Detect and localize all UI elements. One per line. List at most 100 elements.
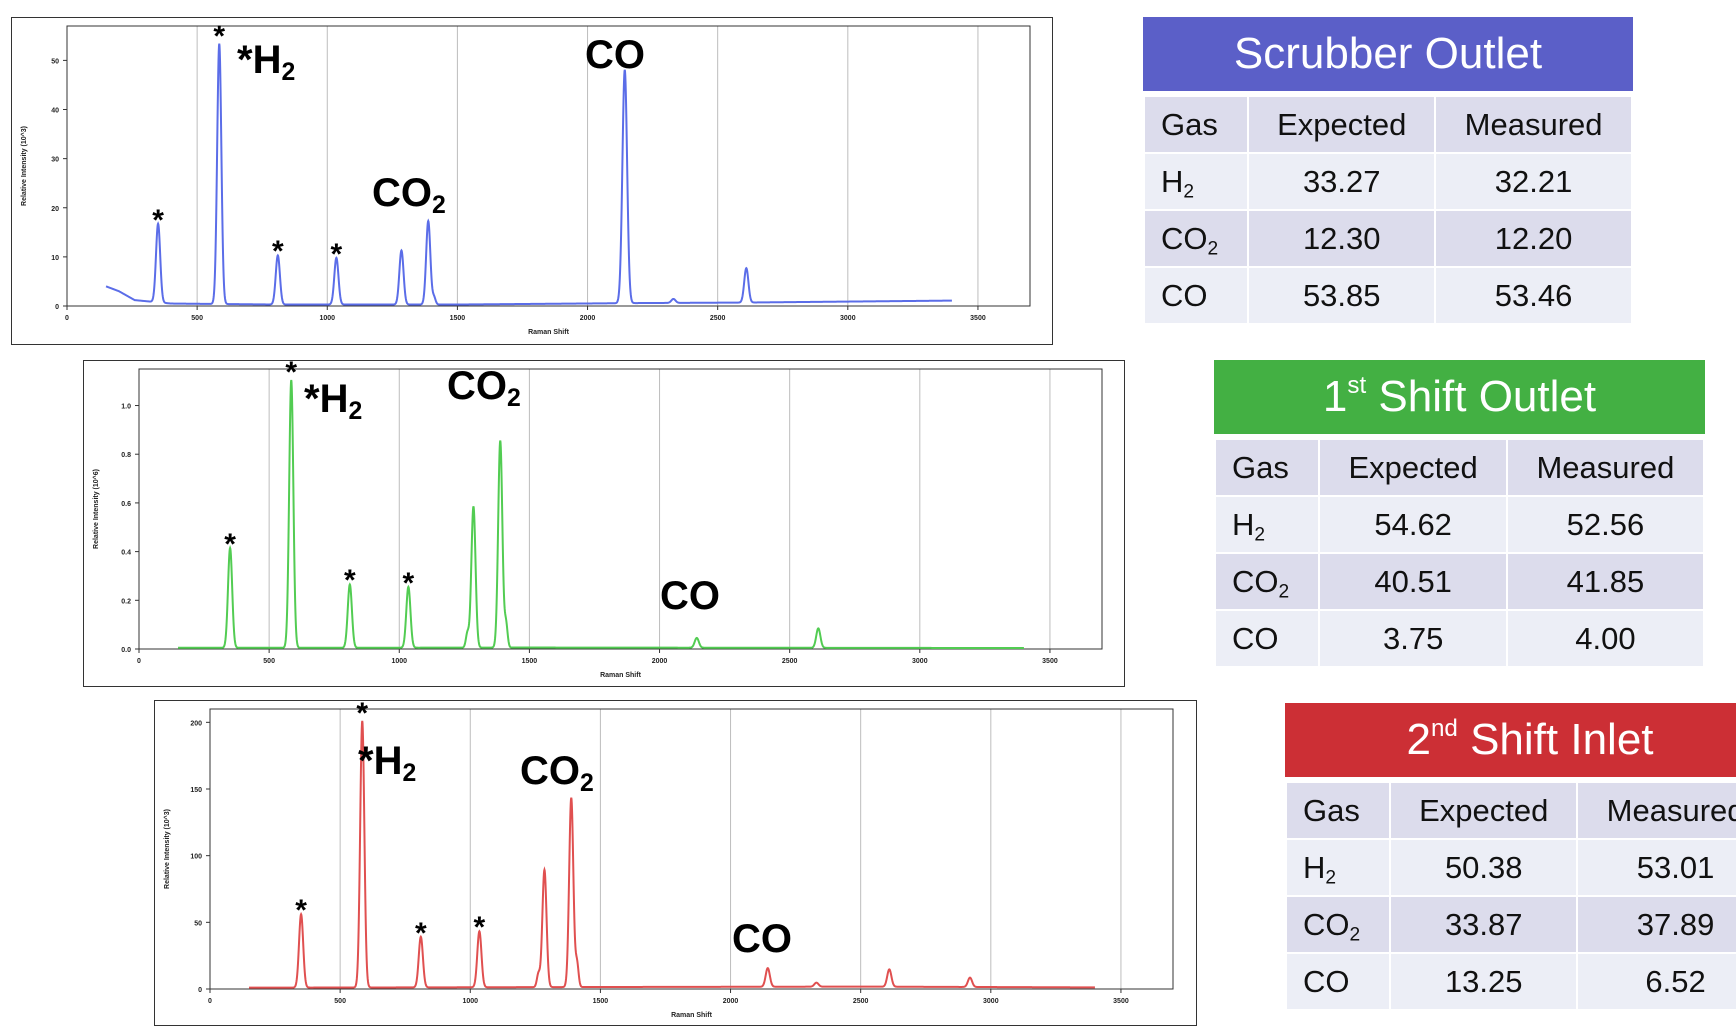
second-shift-spectrum-panel: 0 500 1000 1500 2000 2500 3000 3500 0 50 100 150 200… [154, 698, 1197, 1026]
expected-cell: 53.85 [1249, 268, 1435, 323]
table-row: CO 13.25 6.52 [1287, 954, 1736, 1009]
second-shift-plot-frame [209, 708, 1174, 990]
first-shift-plot-frame [138, 368, 1103, 650]
table-header-cell: Measured [1436, 97, 1631, 152]
table-header-cell: Measured [1507, 440, 1703, 495]
second-shift-x-tick-label: 3000 [983, 998, 999, 1005]
second-shift-peak-star: * [295, 894, 307, 928]
scrubber-species-label: CO2 [372, 171, 446, 219]
gas-cell: CO2 [1216, 554, 1319, 609]
scrubber-spectrum-line [105, 43, 952, 306]
first-shift-y-tick-label: 0.6 [121, 501, 131, 508]
scrubber-x-tick-label: 2000 [580, 315, 596, 322]
second-shift-x-tick-label: 500 [334, 998, 346, 1005]
gas-cell: H2 [1145, 154, 1248, 209]
expected-cell: 33.87 [1391, 897, 1577, 952]
scrubber-peak-star: * [271, 235, 284, 269]
second-shift-y-tick-label: 150 [190, 787, 202, 794]
table-row: CO 53.85 53.46 [1145, 268, 1631, 323]
scrubber-spectrum-panel: 0 500 1000 1500 2000 2500 3000 3500 0 10 20 30 40 50 R… [11, 17, 1053, 345]
table-header-cell: Gas [1216, 440, 1319, 495]
second-shift-species-label: CO [732, 917, 792, 961]
second-shift-species-label: *H2 [358, 739, 417, 787]
gas-cell: H2 [1287, 840, 1390, 895]
first-shift-spectrum-line [178, 379, 1024, 650]
second-shift-peak-star: * [414, 916, 427, 950]
second-shift-x-tick-label: 0 [208, 998, 212, 1005]
table-title: 1st Shift Outlet [1214, 360, 1705, 434]
second-shift-spectrum-chart: 0 500 1000 1500 2000 2500 3000 3500 0 50 100 150 200… [163, 708, 1174, 1019]
gas-cell: H2 [1216, 497, 1319, 552]
table-header-cell: Expected [1249, 97, 1435, 152]
table-header-row: Gas Expected Measured [1216, 440, 1703, 495]
first-shift-y-tick-label: 1.0 [121, 404, 131, 411]
first-shift-x-tick-label: 0 [137, 658, 141, 665]
table-row: CO2 40.51 41.85 [1216, 554, 1703, 609]
first-shift-y-tick-label: 0.2 [121, 598, 131, 605]
first-shift-x-axis-label: Raman Shift [600, 672, 642, 679]
scrubber-y-tick-label: 30 [51, 157, 59, 164]
gas-cell: CO [1216, 611, 1319, 666]
first-shift-species-label: *H2 [304, 377, 363, 425]
table-row: H2 33.27 32.21 [1145, 154, 1631, 209]
table-header-cell: Gas [1145, 97, 1248, 152]
first-shift-spectrum-chart: 0 500 1000 1500 2000 2500 3000 3500 0.0 0.2 0.4 0.6… [92, 368, 1103, 679]
measured-cell: 32.21 [1436, 154, 1631, 209]
second-shift-x-tick-label: 2500 [853, 998, 869, 1005]
table-title: Scrubber Outlet [1143, 17, 1633, 91]
first-shift-peak-star: * [285, 355, 298, 389]
first-shift-y-tick-label: 0.0 [121, 647, 131, 654]
second-shift-inlet-table: 2nd Shift Inlet Gas Expected Measured H2 50.3… [1285, 703, 1736, 1011]
gas-cell: CO [1287, 954, 1390, 1009]
table-row: CO 3.75 4.00 [1216, 611, 1703, 666]
second-shift-y-axis-label: Relative Intensity (10^3) [163, 809, 171, 889]
table-header-cell: Gas [1287, 783, 1390, 838]
first-shift-y-tick-label: 0.8 [121, 452, 131, 459]
scrubber-x-tick-label: 3500 [970, 315, 986, 322]
scrubber-y-tick-label: 20 [51, 206, 59, 213]
table-header-cell: Expected [1320, 440, 1506, 495]
scrubber-y-tick-label: 50 [51, 58, 59, 65]
scrubber-y-tick-label: 0 [55, 304, 59, 311]
measured-cell: 53.01 [1578, 840, 1736, 895]
second-shift-peak-star: * [473, 911, 486, 945]
first-shift-peak-star: * [343, 564, 356, 598]
measured-cell: 6.52 [1578, 954, 1736, 1009]
table-row: H2 50.38 53.01 [1287, 840, 1736, 895]
first-shift-y-tick-label: 0.4 [121, 550, 131, 557]
scrubber-peak-star: * [152, 203, 164, 237]
gas-table: Gas Expected Measured H2 33.27 32.21 CO2 12.30 1… [1143, 95, 1633, 325]
measured-cell: 37.89 [1578, 897, 1736, 952]
scrubber-species-label: *H2 [237, 38, 296, 86]
second-shift-x-tick-label: 1000 [462, 998, 478, 1005]
scrubber-peak-star: * [213, 19, 226, 53]
first-shift-x-tick-label: 1000 [391, 658, 407, 665]
second-shift-x-tick-label: 1500 [593, 998, 609, 1005]
gas-table: Gas Expected Measured H2 50.38 53.01 CO2 33.87 3… [1285, 781, 1736, 1011]
second-shift-y-tick-label: 0 [198, 987, 202, 994]
measured-cell: 4.00 [1507, 611, 1703, 666]
second-shift-y-tick-label: 200 [190, 720, 202, 727]
measured-cell: 41.85 [1507, 554, 1703, 609]
table-title: 2nd Shift Inlet [1285, 703, 1736, 777]
table-row: CO2 12.30 12.20 [1145, 211, 1631, 266]
scrubber-spectrum-chart: 0 500 1000 1500 2000 2500 3000 3500 0 10 20 30 40 50 R… [20, 25, 1031, 336]
table-header-row: Gas Expected Measured [1145, 97, 1631, 152]
second-shift-x-tick-label: 3500 [1113, 998, 1129, 1005]
expected-cell: 50.38 [1391, 840, 1577, 895]
gas-table: Gas Expected Measured H2 54.62 52.56 CO2 40.51 4… [1214, 438, 1705, 668]
scrubber-outlet-table: Scrubber Outlet Gas Expected Measured H2 33.2… [1143, 17, 1633, 325]
first-shift-species-label: CO [660, 574, 720, 618]
table-header-cell: Measured [1578, 783, 1736, 838]
measured-cell: 53.46 [1436, 268, 1631, 323]
first-shift-x-tick-label: 3500 [1042, 658, 1058, 665]
scrubber-x-tick-label: 500 [191, 315, 203, 322]
expected-cell: 13.25 [1391, 954, 1577, 1009]
first-shift-x-tick-label: 1500 [522, 658, 538, 665]
first-shift-peak-star: * [402, 566, 415, 600]
scrubber-peak-star: * [330, 237, 343, 271]
second-shift-x-axis-label: Raman Shift [671, 1012, 713, 1019]
first-shift-x-tick-label: 500 [263, 658, 275, 665]
second-shift-species-label: CO2 [520, 749, 594, 797]
second-shift-x-tick-label: 2000 [723, 998, 739, 1005]
